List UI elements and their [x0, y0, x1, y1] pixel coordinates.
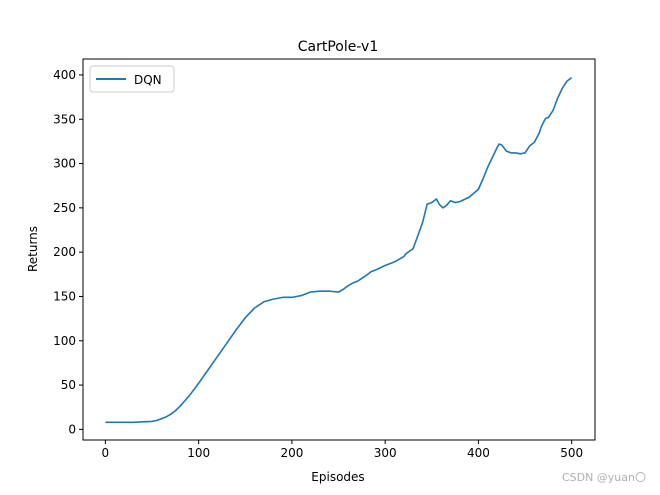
- y-tick-label: 150: [53, 289, 76, 303]
- y-tick-label: 350: [53, 112, 76, 126]
- y-tick-label: 400: [53, 68, 76, 82]
- x-axis-label: Episodes: [311, 470, 364, 484]
- legend-box: [89, 65, 175, 93]
- x-axis-ticks: 0 100 200 300 400 500: [102, 440, 583, 460]
- x-tick-label: 100: [187, 446, 210, 460]
- series-line-dqn: [105, 76, 573, 424]
- y-tick-label: 50: [61, 378, 76, 392]
- chart-title: CartPole-v1: [298, 39, 378, 55]
- x-tick-label: 500: [560, 446, 583, 460]
- watermark: CSDN @yuan〇: [561, 471, 646, 484]
- x-tick-label: 0: [102, 446, 110, 460]
- x-tick-label: 400: [467, 446, 490, 460]
- y-tick-label: 0: [68, 422, 76, 436]
- y-axis-label: Returns: [26, 226, 40, 272]
- y-tick-label: 250: [53, 201, 76, 215]
- y-axis-ticks: 0 50 100 150 200 250 300 350 400: [53, 68, 83, 436]
- y-tick-label: 300: [53, 157, 76, 171]
- y-tick-label: 200: [53, 245, 76, 259]
- x-tick-label: 300: [374, 446, 397, 460]
- series-layer: [105, 76, 573, 424]
- plot-frame: [82, 58, 596, 441]
- x-tick-label: 200: [280, 446, 303, 460]
- legend: DQN: [89, 65, 175, 93]
- legend-label-dqn: DQN: [134, 73, 162, 87]
- y-tick-label: 100: [53, 334, 76, 348]
